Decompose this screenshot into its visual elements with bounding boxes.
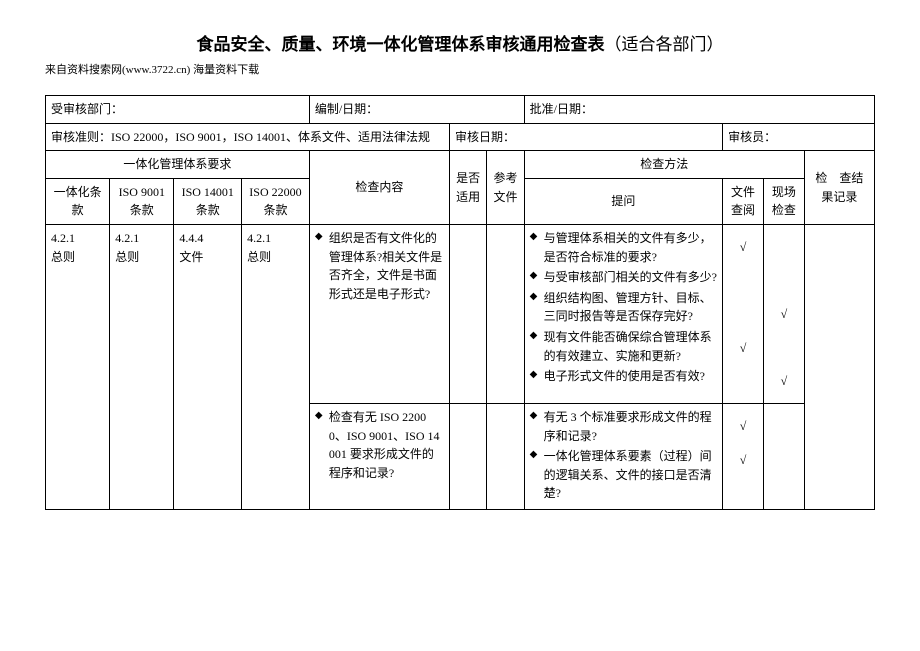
col-m3: 现场检查 (763, 178, 804, 224)
col-c2: ISO 9001条款 (110, 178, 174, 224)
r2-questions: 有无 3 个标准要求形成文件的程序和记录?一体化管理体系要素（过程）间的逻辑关系… (524, 403, 722, 509)
r1-c3: 4.4.4 文件 (174, 224, 242, 509)
question-item: 现有文件能否确保综合管理体系的有效建立、实施和更新? (530, 328, 717, 365)
r1-content: 组织是否有文件化的管理体系?相关文件是否齐全，文件是书面形式还是电子形式? (309, 224, 449, 403)
col-c3: ISO 14001条款 (174, 178, 242, 224)
r2-docs: √√ (723, 403, 764, 509)
col-c1: 一体化条款 (46, 178, 110, 224)
question-item: 与受审核部门相关的文件有多少? (530, 268, 717, 287)
r1-site: √ √ (763, 224, 804, 403)
col-applicable: 是否适用 (449, 151, 486, 225)
question-item: 电子形式文件的使用是否有效? (530, 367, 717, 386)
hdr-approve: 批准/日期： (524, 96, 874, 124)
title-main: 食品安全、质量、环境一体化管理体系审核通用检查表 (197, 35, 605, 54)
source-line: 来自资料搜索网(www.3722.cn) 海量资料下载 (45, 61, 875, 77)
question-item: 有无 3 个标准要求形成文件的程序和记录? (530, 408, 717, 445)
r1-questions: 与管理体系相关的文件有多少，是否符合标准的要求? 与受审核部门相关的文件有多少? 组… (524, 224, 722, 403)
col-ref: 参考文件 (487, 151, 524, 225)
col-method-group: 检查方法 (524, 151, 804, 179)
r1-c2: 4.2.1 总则 (110, 224, 174, 509)
page-title: 食品安全、质量、环境一体化管理体系审核通用检查表（适合各部门） (45, 30, 875, 55)
hdr-audit-date: 审核日期： (449, 123, 722, 151)
col-m1: 提问 (524, 178, 722, 224)
hdr-compile: 编制/日期： (309, 96, 524, 124)
r2-ref (487, 403, 524, 509)
r1-c4: 4.2.1 总则 (242, 224, 310, 509)
col-c4: ISO 22000条款 (242, 178, 310, 224)
hdr-dept: 受审核部门： (46, 96, 310, 124)
audit-table: 受审核部门： 编制/日期： 批准/日期： 审核准则：ISO 22000，ISO … (45, 95, 875, 510)
question-item: 组织结构图、管理方针、目标、三同时报告等是否保存完好? (530, 289, 717, 326)
r1-c1: 4.2.1 总则 (46, 224, 110, 509)
r1-result (804, 224, 874, 509)
question-item: 与管理体系相关的文件有多少，是否符合标准的要求? (530, 229, 717, 266)
r1-docs: √ √ (723, 224, 764, 403)
r2-content: 检查有无 ISO 22000、ISO 9001、ISO 14001 要求形成文件… (309, 403, 449, 509)
title-sub: （适合各部门） (605, 35, 724, 54)
hdr-criteria: 审核准则：ISO 22000，ISO 9001，ISO 14001、体系文件、适… (46, 123, 450, 151)
r1-ref (487, 224, 524, 403)
question-item: 一体化管理体系要素（过程）间的逻辑关系、文件的接口是否清楚? (530, 447, 717, 503)
col-m2: 文件查阅 (723, 178, 764, 224)
col-req-group: 一体化管理体系要求 (46, 151, 310, 179)
r1-applicable (449, 224, 486, 403)
col-result: 检 查结果记录 (804, 151, 874, 225)
r2-site (763, 403, 804, 509)
hdr-auditor: 审核员： (723, 123, 875, 151)
col-content: 检查内容 (309, 151, 449, 225)
r2-applicable (449, 403, 486, 509)
